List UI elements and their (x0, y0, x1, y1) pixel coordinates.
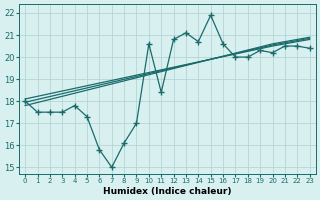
X-axis label: Humidex (Indice chaleur): Humidex (Indice chaleur) (103, 187, 232, 196)
